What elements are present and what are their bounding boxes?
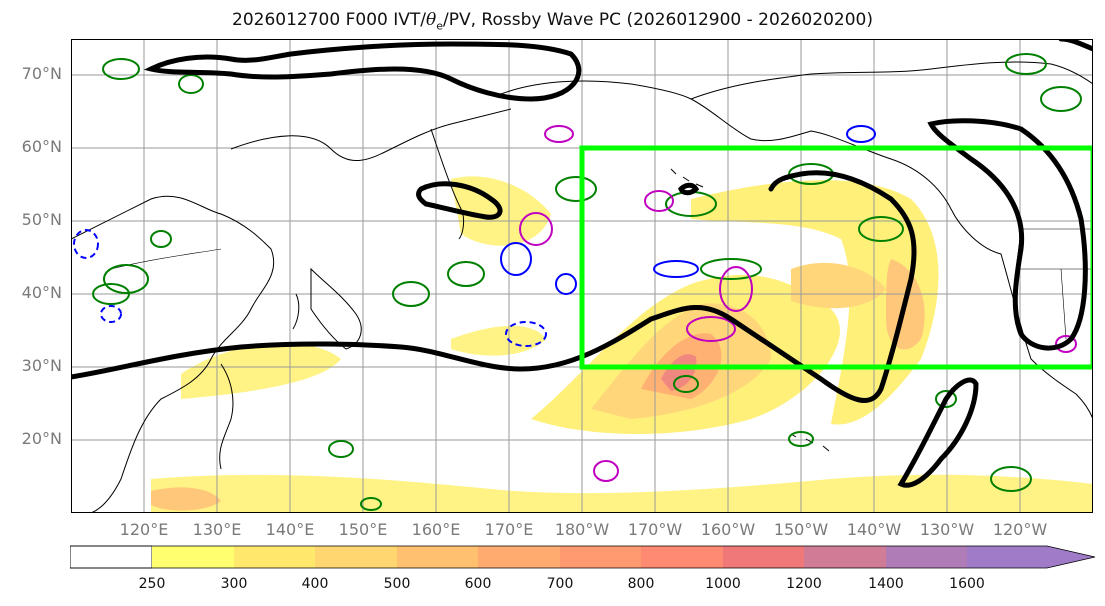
waveguide-contours (71, 39, 1093, 488)
colorbar-segment-600 (478, 546, 560, 568)
theta-e-contours (519, 125, 1077, 482)
colorbar-label-1200: 1200 (786, 576, 822, 592)
colorbar-segment-1200 (804, 546, 886, 568)
colorbar-label-250: 250 (138, 576, 166, 592)
colorbar-segment-800 (641, 546, 723, 568)
colorbar-segment-700 (560, 546, 641, 568)
colorbar-segment-400 (315, 546, 397, 568)
lat-label-60n: 60°N (21, 137, 62, 156)
colorbar-segment-250 (152, 546, 234, 568)
lon-label-170e: 170°E (484, 520, 534, 539)
lon-label-150w: 150°W (773, 520, 829, 539)
lon-label-130w: 130°W (919, 520, 975, 539)
lon-label-140e: 140°E (265, 520, 315, 539)
colorbar-empty-segment (70, 545, 153, 569)
lon-label-140w: 140°W (846, 520, 902, 539)
colorbar-label-1000: 1000 (705, 576, 741, 592)
lon-label-120w: 120°W (992, 520, 1048, 539)
colorbar-label-1400: 1400 (868, 576, 904, 592)
chart-title: 2026012700 F000 IVT/θe/PV, Rossby Wave P… (232, 10, 873, 33)
lon-label-130e: 130°E (192, 520, 242, 539)
colorbar-segment-300 (234, 546, 315, 568)
lon-label-160w: 160°W (700, 520, 756, 539)
colorbar-label-1600: 1600 (949, 576, 985, 592)
rossby-wave-box (579, 145, 1093, 370)
colorbar-label-300: 300 (220, 576, 248, 592)
lon-label-120e: 120°E (119, 520, 169, 539)
lon-label-180w: 180°W (554, 520, 610, 539)
lon-label-160e: 160°E (411, 520, 461, 539)
coastlines (71, 61, 1093, 513)
colorbar (70, 545, 1096, 569)
colorbar-label-800: 800 (627, 576, 655, 592)
colorbar-segment-1400 (886, 546, 967, 568)
colorbar-segment-1000 (723, 546, 804, 568)
colorbar-extend-arrow (967, 546, 1095, 568)
lat-label-20n: 20°N (21, 429, 62, 448)
lat-label-50n: 50°N (21, 210, 62, 229)
map-panel (71, 39, 1093, 513)
colorbar-label-700: 700 (546, 576, 574, 592)
colorbar-label-400: 400 (301, 576, 329, 592)
lat-label-40n: 40°N (21, 283, 62, 302)
lat-label-70n: 70°N (21, 64, 62, 83)
colorbar-label-600: 600 (464, 576, 492, 592)
pv-contours-blue (73, 125, 876, 347)
lat-label-30n: 30°N (21, 356, 62, 375)
lon-label-150e: 150°E (338, 520, 388, 539)
map-frame (71, 39, 1093, 513)
lon-label-170w: 170°W (627, 520, 683, 539)
colorbar-label-500: 500 (383, 576, 411, 592)
colorbar-segment-500 (397, 546, 478, 568)
